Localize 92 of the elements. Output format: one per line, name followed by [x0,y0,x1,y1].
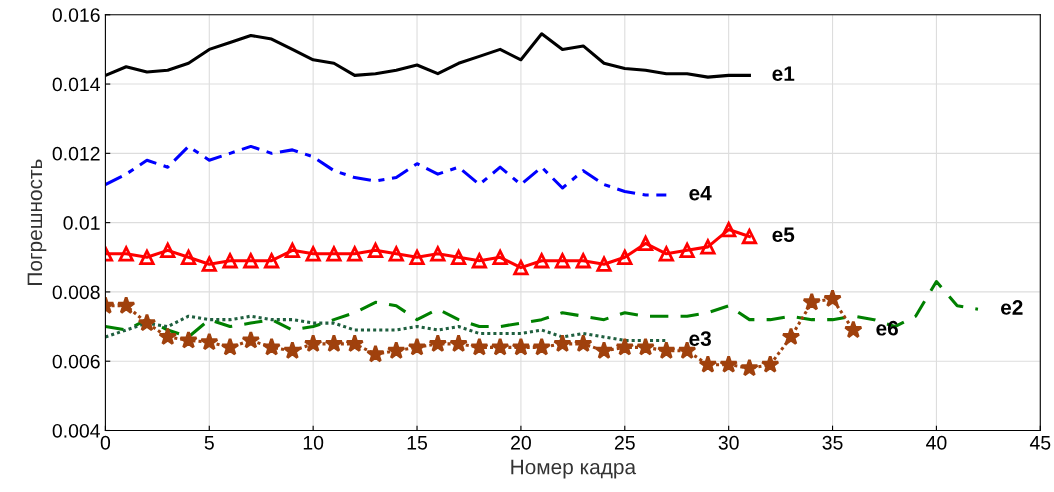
x-tick-label: 20 [511,435,531,450]
point [179,330,198,349]
point [740,358,759,377]
point [781,327,801,346]
x-tick-label: 35 [822,435,843,450]
point [199,332,219,351]
point [802,292,822,311]
point [450,249,467,265]
series-label: e5 [772,227,795,243]
point [201,256,217,272]
point [116,296,136,314]
point [430,246,446,262]
series-label: e4 [689,185,712,201]
point [741,228,758,245]
point [760,354,780,373]
line-series [105,144,668,197]
point [347,246,363,262]
point [596,256,612,272]
point [471,253,487,269]
point [844,320,863,339]
point [636,337,655,356]
point [407,337,427,356]
point [303,334,323,353]
point [513,260,529,276]
point [241,330,261,349]
point [263,253,280,269]
y-tick-label: 0.014 [52,77,100,92]
point [719,354,738,373]
point [534,253,550,269]
series-label: e6 [876,320,898,336]
point [137,313,157,332]
y-tick-label: 0.01 [63,216,100,230]
point [573,334,593,353]
point [698,354,718,373]
point [470,337,489,356]
x-tick-label: 40 [926,435,947,450]
point [345,334,365,353]
point [305,246,321,262]
point [409,249,425,265]
point [283,341,302,359]
y-tick-label: 0.012 [52,146,100,161]
y-tick-label: 0.006 [52,354,100,369]
point [492,249,508,265]
point [637,235,654,252]
point [449,334,468,353]
point [326,246,342,262]
series-label: e2 [1001,300,1023,315]
x-tick-label: 45 [1029,436,1051,450]
point [367,242,384,258]
point [615,337,635,356]
point [721,221,737,238]
point [160,242,176,258]
point [386,341,406,359]
point [366,344,385,363]
point [823,289,842,307]
point [617,249,633,265]
point [511,337,531,356]
point [658,246,674,262]
point [324,334,344,353]
y-tick-label: 0.016 [52,8,100,22]
x-tick-label: 25 [614,435,635,450]
point [139,249,155,265]
x-tick-label: 0 [100,435,111,450]
point [554,253,571,269]
point [700,239,716,255]
y-axis-title: Погрешность [27,159,47,285]
point [262,337,281,356]
series-label: e3 [689,331,711,347]
point [679,242,695,258]
x-tick-label: 15 [407,436,428,450]
y-tick-label: 0.008 [52,285,100,300]
x-axis-title: Номер кадра [511,459,637,479]
y-tick-label: 0.004 [52,423,100,438]
x-tick-label: 10 [303,435,324,450]
point [657,341,676,359]
x-tick-label: 30 [718,435,739,450]
point [180,249,197,265]
point [284,242,301,258]
point [490,337,510,356]
point [118,246,134,262]
point [158,327,178,346]
point [553,334,572,353]
point [243,253,259,269]
x-tick-label: 5 [204,436,214,450]
point [222,253,238,269]
series-label: e1 [772,66,795,81]
point [575,253,591,269]
point [532,337,551,356]
point [388,246,404,262]
point [220,337,240,356]
point [594,341,614,359]
point [428,334,448,353]
